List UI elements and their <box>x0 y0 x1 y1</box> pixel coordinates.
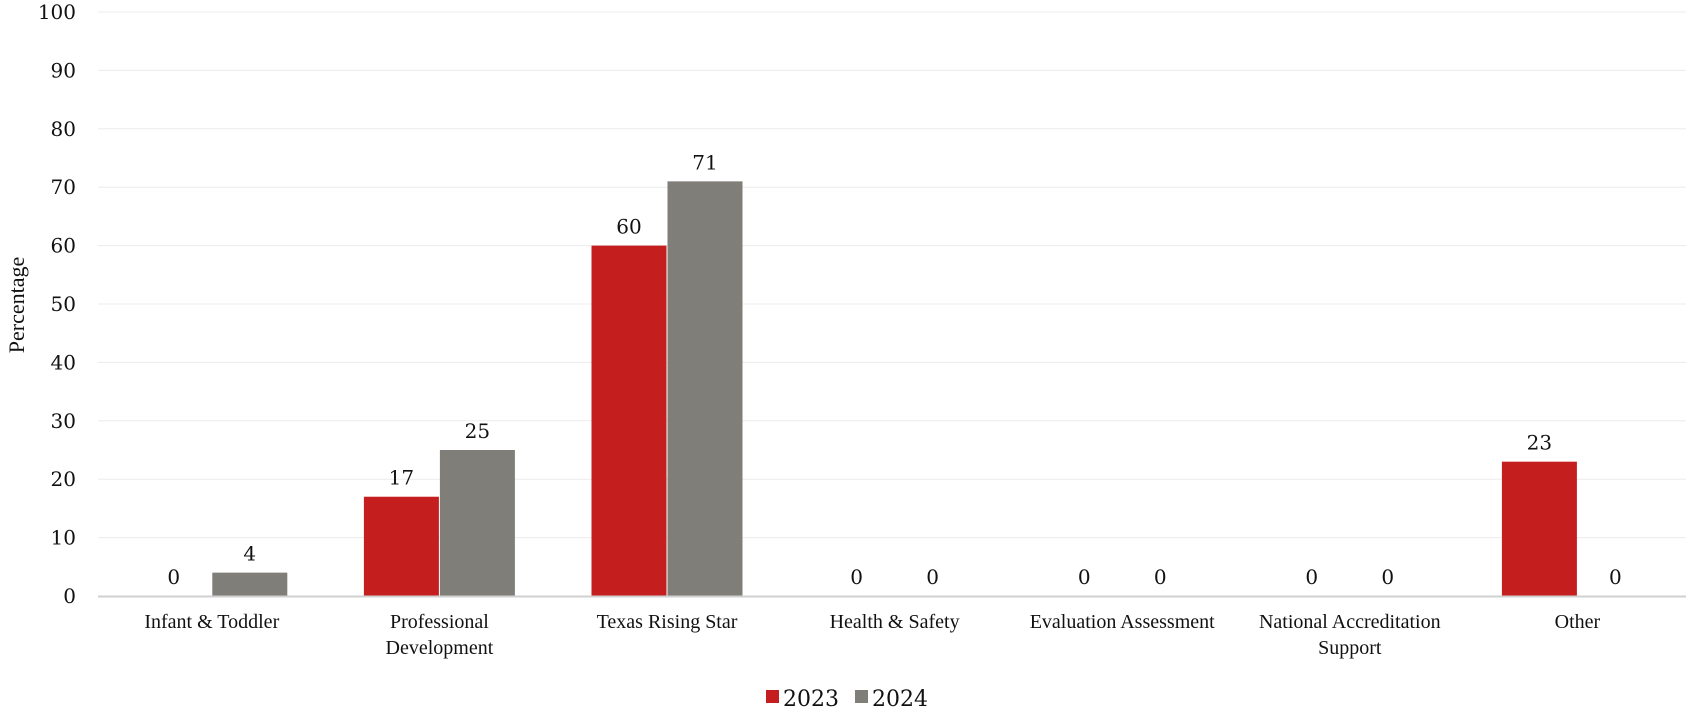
data-label: 4 <box>243 542 256 566</box>
legend-label: 2024 <box>872 687 928 710</box>
data-label: 0 <box>1154 565 1167 589</box>
data-label: 0 <box>1609 565 1622 589</box>
legend-label: 2023 <box>783 687 839 710</box>
data-label: 23 <box>1527 431 1552 455</box>
y-tick-label: 100 <box>38 0 76 24</box>
data-label: 0 <box>167 565 180 589</box>
x-category-label: Development <box>386 637 494 659</box>
y-tick-label: 80 <box>51 117 76 141</box>
data-labels: 0 4 17 25 60 71 0 0 0 0 0 0 23 0 <box>167 150 1621 589</box>
legend-swatch-2024 <box>855 690 868 703</box>
y-tick-label: 90 <box>51 58 76 82</box>
x-category-label: Texas Rising Star <box>597 611 738 633</box>
data-label: 71 <box>692 150 717 174</box>
y-tick-label: 40 <box>51 350 76 374</box>
x-category-label: Health & Safety <box>830 611 960 633</box>
data-label: 0 <box>1078 565 1091 589</box>
y-tick-label: 70 <box>51 175 76 199</box>
data-label: 0 <box>1305 565 1318 589</box>
y-tick-label: 10 <box>51 526 76 550</box>
data-label: 25 <box>465 419 490 443</box>
y-tick-label: 30 <box>51 409 76 433</box>
y-axis-title: Percentage <box>4 257 29 354</box>
y-tick-label: 20 <box>51 467 76 491</box>
y-axis-ticks: 0 10 20 30 40 50 60 70 80 90 100 <box>38 0 76 608</box>
y-tick-label: 60 <box>51 234 76 258</box>
x-category-label: Infant & Toddler <box>144 611 279 633</box>
legend-swatch-2023 <box>766 690 779 703</box>
data-label: 0 <box>850 565 863 589</box>
data-label: 60 <box>616 215 641 239</box>
x-axis-category-labels: Infant & Toddler Professional Development T… <box>144 611 1600 659</box>
bar-2024-0 <box>212 572 288 596</box>
bar-2023-2 <box>591 245 667 596</box>
data-label: 0 <box>926 565 939 589</box>
bars <box>212 181 1577 597</box>
x-category-label: Support <box>1318 637 1382 659</box>
bar-2024-2 <box>667 181 743 597</box>
data-label: 17 <box>389 466 414 490</box>
x-category-label: Professional <box>390 611 489 633</box>
gridlines <box>98 11 1686 539</box>
y-tick-label: 0 <box>63 584 76 608</box>
bar-2023-1 <box>363 496 439 596</box>
y-tick-label: 50 <box>51 292 76 316</box>
x-category-label: Evaluation Assessment <box>1030 611 1215 633</box>
legend: 2023 2024 <box>766 687 928 710</box>
bar-2023-6 <box>1501 461 1577 596</box>
x-category-label: National Accreditation <box>1259 611 1441 633</box>
data-label: 0 <box>1381 565 1394 589</box>
x-category-label: Other <box>1555 611 1601 633</box>
bar-2024-1 <box>439 450 515 596</box>
